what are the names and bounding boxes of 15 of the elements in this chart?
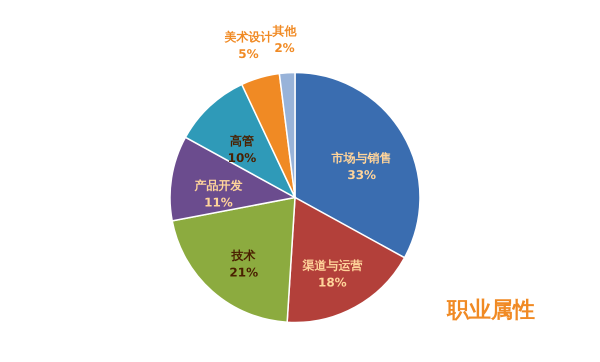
slice-label: 渠道与运营 <box>301 258 362 272</box>
data-label: 18% <box>318 275 347 290</box>
slice-label: 技术 <box>230 248 256 263</box>
data-label: 33% <box>347 168 376 182</box>
data-label: 5% <box>238 47 259 62</box>
text: 职业属性 <box>446 298 535 323</box>
data-label: 2% <box>274 40 295 55</box>
data-label: 21% <box>229 266 258 280</box>
slice-label: 市场与销售 <box>330 151 392 166</box>
data-label: 11% <box>204 195 233 210</box>
data-label: 10% <box>228 151 256 166</box>
slice-label: 产品开发 <box>193 178 242 192</box>
slice-label: 其他 <box>272 24 298 38</box>
slice-label: 高管 <box>230 134 254 148</box>
slice-label: 美术设计 <box>223 30 272 44</box>
